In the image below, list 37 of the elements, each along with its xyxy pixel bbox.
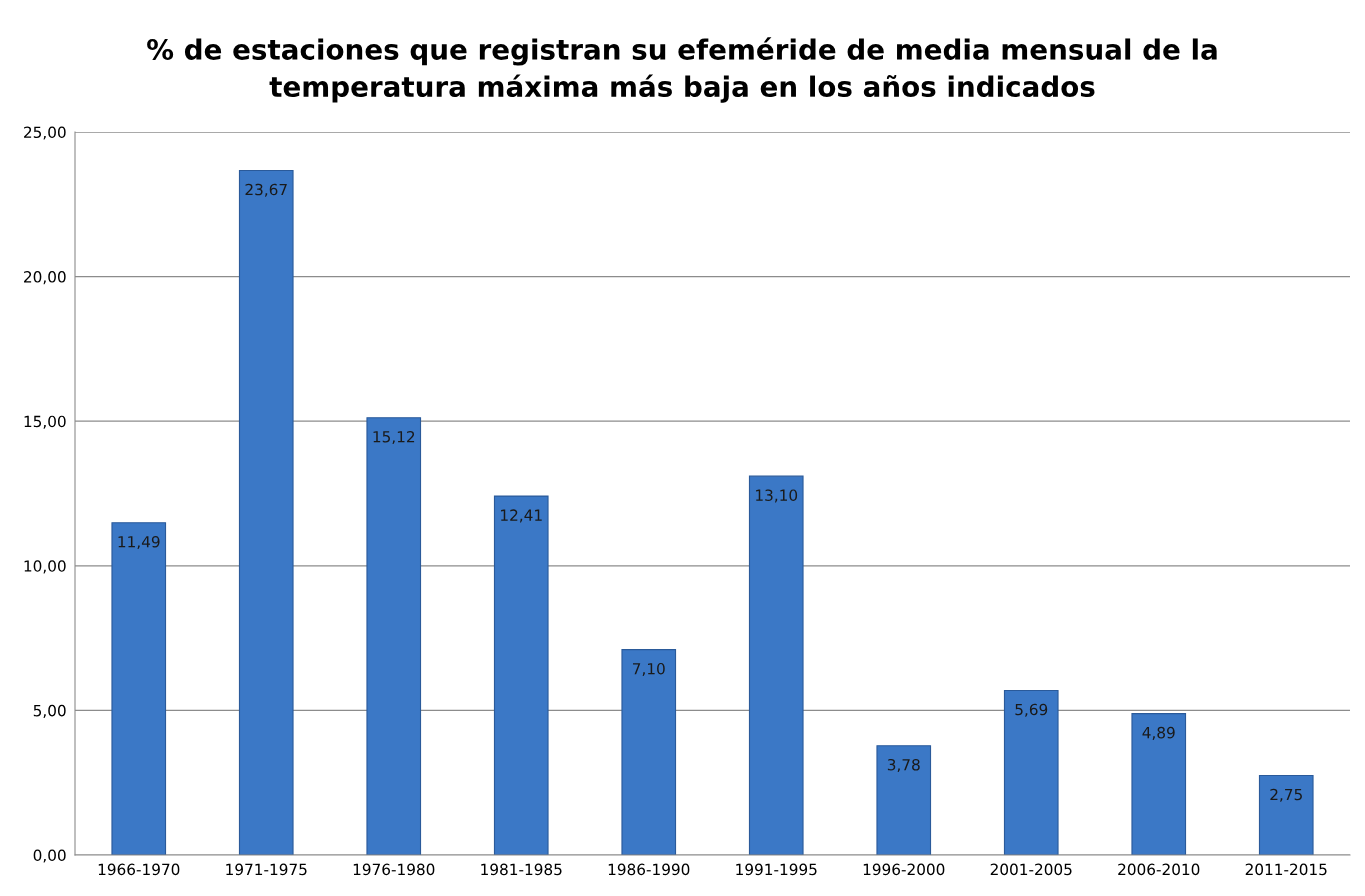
bar <box>1258 774 1314 855</box>
x-tick-label: 2011-2015 <box>1245 863 1327 876</box>
x-tick-label: 2001-2005 <box>990 863 1072 876</box>
data-label: 23,67 <box>245 183 287 197</box>
y-tick-label: 15,00 <box>24 415 66 429</box>
y-tick-label: 5,00 <box>33 704 66 718</box>
bar <box>876 745 932 855</box>
bar <box>1131 713 1187 855</box>
bar <box>111 522 167 855</box>
y-tick-label: 25,00 <box>24 126 66 140</box>
data-label: 11,49 <box>118 535 160 550</box>
x-tick-label: 1966-1970 <box>98 863 180 876</box>
data-label: 12,41 <box>501 509 542 523</box>
bar <box>621 649 677 855</box>
x-tick-label: 1971-1975 <box>226 863 307 876</box>
y-tick-label: 20,00 <box>24 271 66 285</box>
x-tick-label: 1986-1990 <box>608 863 690 876</box>
y-tick-label: 0,00 <box>33 849 66 863</box>
y-tick-label: 10,00 <box>24 560 66 574</box>
data-label: 5,69 <box>1015 703 1048 717</box>
data-label: 4,89 <box>1142 726 1175 740</box>
bar <box>1003 689 1059 855</box>
data-label: 3,78 <box>887 758 920 773</box>
bar <box>366 417 422 855</box>
data-label: 2,75 <box>1270 788 1302 802</box>
data-label: 13,10 <box>756 489 798 503</box>
x-tick-label: 1976-1980 <box>353 863 435 876</box>
bar <box>493 495 549 855</box>
bar <box>748 475 804 855</box>
chart-title: % de estaciones que registran su efeméride de media mensual de la temperatura máxima más baja en los años indicados <box>147 37 1217 103</box>
data-label: 7,10 <box>632 662 665 677</box>
bar <box>238 169 294 855</box>
x-tick-label: 1991-1995 <box>736 863 817 876</box>
x-tick-label: 1981-1985 <box>481 863 562 876</box>
x-tick-label: 1996-2000 <box>863 863 945 876</box>
data-label: 15,12 <box>373 430 415 445</box>
x-tick-label: 2006-2010 <box>1118 863 1200 876</box>
